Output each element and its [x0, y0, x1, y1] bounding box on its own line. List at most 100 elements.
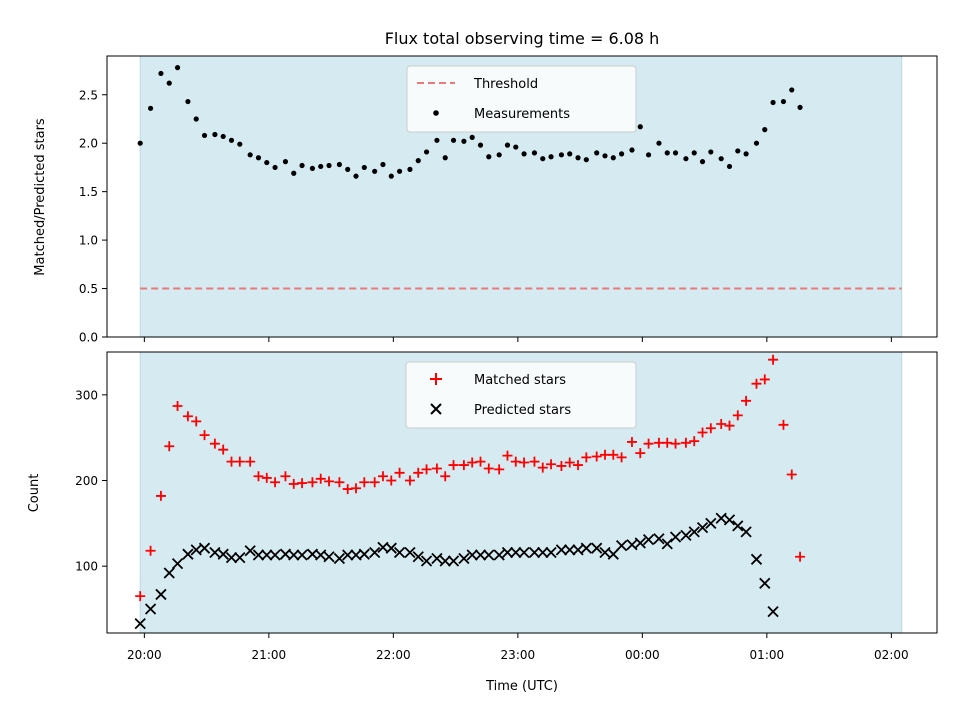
- predicted-star-point: [501, 546, 514, 559]
- bottom-x-ticks: 20:00 21:00 22:00 23:00 00:00 01:00 02:00: [127, 633, 909, 662]
- matched-star-point: [369, 477, 380, 488]
- measurements-legend-swatch: [433, 110, 439, 116]
- predicted-star-point: [723, 514, 736, 526]
- matched-star-point: [324, 476, 335, 487]
- predicted-legend-label: Predicted stars: [474, 403, 571, 418]
- matched-star-point: [270, 477, 281, 488]
- predicted-star-point: [669, 531, 682, 543]
- measurement-point: [147, 105, 154, 111]
- predicted-star-point: [190, 544, 202, 556]
- measurement-point: [575, 155, 581, 161]
- measurement-point: [656, 140, 662, 146]
- measurement-point: [388, 173, 394, 179]
- predicted-star-point: [518, 546, 530, 559]
- predicted-star-point: [144, 603, 157, 615]
- predicted-star-point: [393, 546, 406, 559]
- measurement-point: [513, 144, 519, 150]
- predicted-star-point: [493, 549, 505, 561]
- y-tick-label: 0.5: [79, 282, 98, 296]
- matched-star-point: [537, 462, 548, 473]
- matched-star-point: [307, 477, 318, 488]
- measurement-point: [726, 163, 733, 170]
- matched-star-point: [768, 354, 779, 365]
- measurement-point: [762, 127, 768, 133]
- predicted-star-point: [696, 521, 709, 534]
- measurement-point: [664, 150, 670, 156]
- matched-star-point: [483, 463, 494, 474]
- matched-star-point: [164, 441, 175, 452]
- matched-star-point: [135, 591, 146, 602]
- predicted-star-point: [705, 517, 717, 529]
- predicted-star-point: [653, 533, 665, 545]
- matched-star-point: [377, 471, 388, 482]
- predicted-star-point: [234, 551, 246, 564]
- matched-star-point: [394, 467, 405, 478]
- measurement-point: [264, 159, 270, 166]
- predicted-star-point: [404, 546, 416, 559]
- predicted-star-point: [642, 533, 655, 546]
- matched-star-point: [172, 400, 183, 411]
- measurement-point: [629, 147, 635, 153]
- predicted-star-point: [537, 546, 549, 559]
- predicted-star-point: [466, 549, 478, 561]
- predicted-star-point: [431, 552, 443, 565]
- matched-star-point: [608, 449, 619, 460]
- matched-star-point: [431, 463, 442, 474]
- predicted-star-point: [634, 537, 646, 549]
- bottom-y-axis-label: Count: [27, 474, 42, 513]
- measurement-point: [434, 137, 440, 143]
- predicted-star-point: [163, 567, 175, 579]
- matched-star-point: [581, 452, 592, 463]
- predicted-star-point: [134, 617, 146, 630]
- predicted-star-point: [182, 548, 194, 560]
- predicted-star-point: [447, 555, 460, 567]
- x-tick-label: 20:00: [127, 648, 162, 662]
- matched-stars-points: [135, 354, 806, 602]
- measurement-point: [548, 154, 554, 160]
- top-legend: Threshold Measurements: [406, 65, 637, 133]
- predicted-star-point: [225, 551, 238, 564]
- predicted-star-point: [750, 553, 763, 565]
- predicted-star-point: [323, 551, 335, 563]
- matched-star-point: [245, 456, 256, 467]
- matched-star-point: [404, 475, 415, 486]
- measurement-point: [247, 152, 253, 158]
- x-tick-label: 00:00: [625, 648, 660, 662]
- matched-star-point: [591, 451, 602, 462]
- predicted-star-point: [688, 526, 700, 538]
- predicted-star-point: [171, 557, 184, 570]
- matched-star-point: [502, 450, 513, 461]
- predicted-star-point: [680, 529, 692, 541]
- matched-star-point: [643, 438, 654, 449]
- matched-star-point: [351, 483, 361, 494]
- top-y-axis-label: Matched/Predicted stars: [33, 118, 48, 276]
- matched-star-point: [475, 456, 486, 467]
- measurement-point: [193, 116, 199, 122]
- predicted-star-point: [740, 526, 752, 538]
- matched-star-point: [680, 437, 691, 448]
- matched-star-point: [689, 436, 700, 447]
- matched-star-point: [519, 457, 530, 468]
- matched-star-point: [334, 477, 345, 488]
- matched-star-point: [440, 471, 451, 482]
- matched-star-point: [670, 438, 681, 449]
- measurement-point: [345, 166, 351, 172]
- measurement-point: [699, 159, 706, 165]
- measurement-point: [272, 164, 278, 171]
- measurement-point: [407, 166, 413, 172]
- measurement-point: [672, 150, 679, 156]
- matched-legend-label: Matched stars: [474, 373, 566, 388]
- predicted-star-point: [209, 546, 221, 559]
- predicted-star-point: [269, 549, 281, 561]
- measurement-point: [228, 137, 235, 143]
- matched-star-point: [751, 378, 762, 389]
- y-tick-label: 100: [75, 560, 98, 574]
- predicted-star-point: [599, 546, 611, 559]
- predicted-star-point: [555, 544, 568, 556]
- matched-star-point: [191, 416, 202, 427]
- predicted-star-point: [626, 539, 638, 551]
- measurement-point: [602, 153, 608, 159]
- measurement-point: [789, 87, 795, 93]
- matched-star-point: [421, 464, 432, 475]
